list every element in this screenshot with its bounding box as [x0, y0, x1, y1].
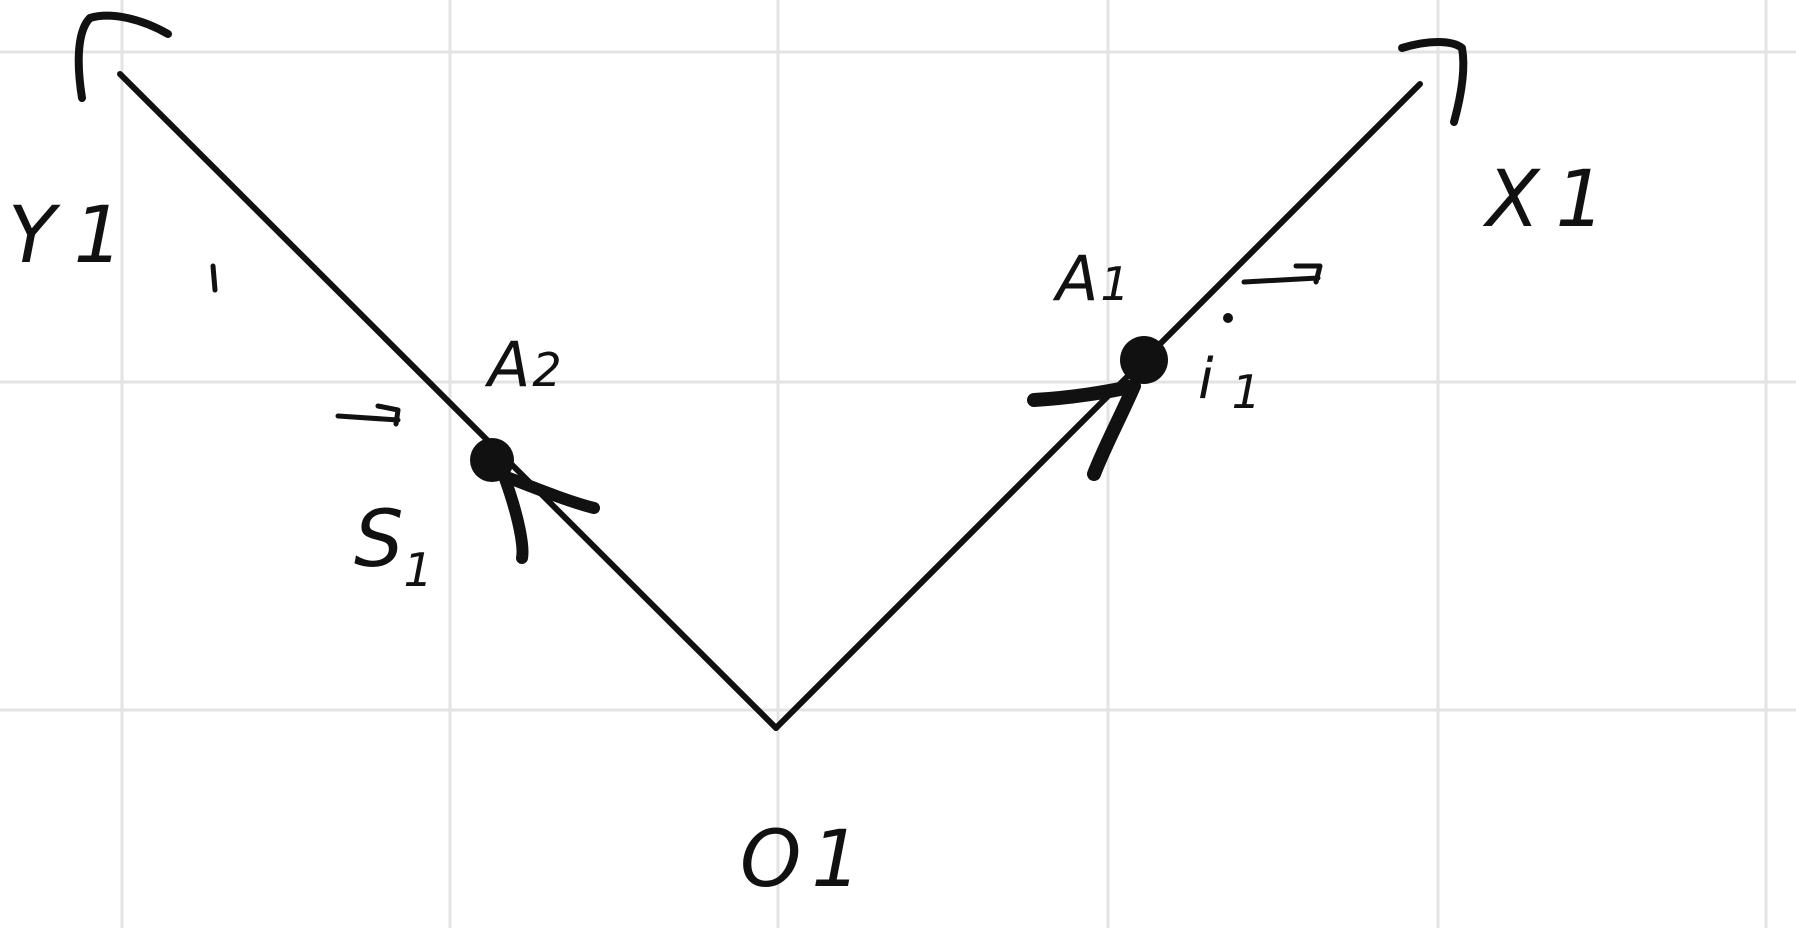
- x-axis-label-subscript: 1: [1555, 155, 1605, 245]
- y-axis-label-letter: Y: [8, 191, 61, 281]
- x-axis-arrowhead: [1398, 38, 1468, 126]
- vector-s1-arrowhead: [498, 470, 600, 564]
- point-a2-label-subscript: 2: [532, 343, 561, 397]
- y-axis-arrowhead: [74, 11, 172, 102]
- y-axis-label-subscript: 1: [74, 191, 124, 281]
- point-a2-label: A2: [484, 328, 562, 401]
- vector-hat-i1-icon: [1241, 263, 1323, 285]
- origin-label-subscript: 1: [811, 815, 861, 905]
- vector-i1-label-letter: i: [1198, 347, 1214, 412]
- point-a1-label: A1: [1052, 242, 1130, 315]
- stray-mark: [210, 263, 218, 293]
- point-a2-label-letter: A: [484, 328, 530, 401]
- vector-s1-label: S1: [354, 495, 433, 597]
- point-a1-label-letter: A: [1052, 242, 1098, 315]
- vector-i1-arrowhead: [1027, 379, 1141, 481]
- origin-label-letter: O: [740, 815, 801, 905]
- vector-s1-label-subscript: 1: [404, 543, 433, 597]
- point-a1-dot: [1120, 336, 1168, 384]
- point-a1-label-subscript: 1: [1100, 257, 1129, 311]
- x-axis: [773, 38, 1468, 731]
- y-axis-line: [117, 71, 779, 731]
- vector-s1-label-letter: S: [354, 495, 404, 585]
- point-a1: [1027, 336, 1168, 481]
- vector-i1-label-subscript: 1: [1232, 365, 1261, 419]
- vector-hat-i1: [1223, 263, 1323, 323]
- point-a2: [470, 438, 600, 564]
- y-axis: [74, 11, 779, 731]
- vector-hat-s1: [335, 403, 401, 427]
- x-axis-label-letter: X: [1482, 155, 1541, 245]
- x-axis-line: [773, 81, 1423, 731]
- vector-i1-dot: [1223, 313, 1233, 323]
- vector-hat-s1-icon: [335, 403, 401, 427]
